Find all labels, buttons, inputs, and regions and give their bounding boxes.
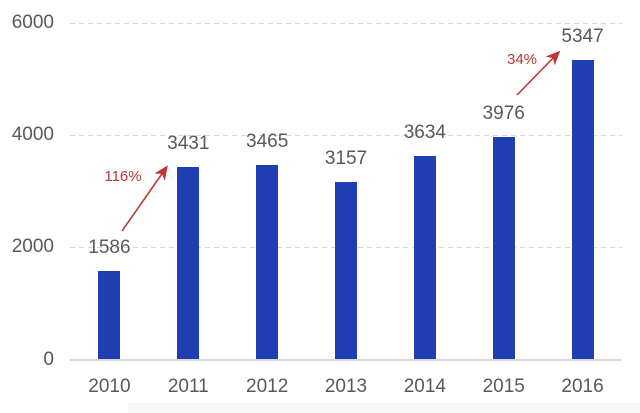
- gridline-6000: [70, 23, 622, 24]
- x-tick-label-2013: 2013: [324, 376, 368, 397]
- bar-2016: [571, 59, 594, 360]
- y-tick-label-2000: 2000: [11, 236, 54, 258]
- bar-2015: [492, 136, 515, 360]
- bar-2010: [98, 270, 121, 360]
- y-tick-label-6000: 6000: [11, 12, 54, 33]
- x-tick-label-2016: 2016: [561, 376, 604, 397]
- growth-percent-label-2015-to-2016: 34%: [507, 51, 537, 68]
- y-tick-label-4000: 4000: [11, 124, 54, 146]
- value-label-2015: 3976: [482, 102, 525, 124]
- x-tick-label-2011: 2011: [167, 376, 209, 397]
- growth-percent-label-2010-to-2011: 116%: [104, 168, 141, 185]
- x-tick-label-2010: 2010: [88, 376, 131, 397]
- bottom-edge-strip: [128, 403, 640, 413]
- y-tick-label-0: 0: [43, 348, 54, 370]
- growth-arrow-2010-to-2011: [121, 165, 168, 232]
- value-label-2010: 1586: [88, 236, 131, 258]
- x-tick-label-2012: 2012: [246, 376, 289, 397]
- bar-2014: [413, 155, 436, 360]
- bar-2012: [256, 165, 279, 360]
- bar-2013: [335, 182, 357, 360]
- value-label-2013: 3157: [324, 148, 368, 170]
- value-label-2014: 3634: [403, 121, 446, 143]
- value-label-2011: 3431: [167, 133, 210, 155]
- x-tick-label-2014: 2014: [403, 376, 446, 397]
- value-label-2012: 3465: [246, 131, 289, 153]
- value-label-2016: 5347: [561, 25, 604, 47]
- growth-arrow-2015-to-2016: [516, 50, 561, 96]
- x-tick-label-2015: 2015: [482, 376, 525, 397]
- bar-2011: [177, 167, 200, 360]
